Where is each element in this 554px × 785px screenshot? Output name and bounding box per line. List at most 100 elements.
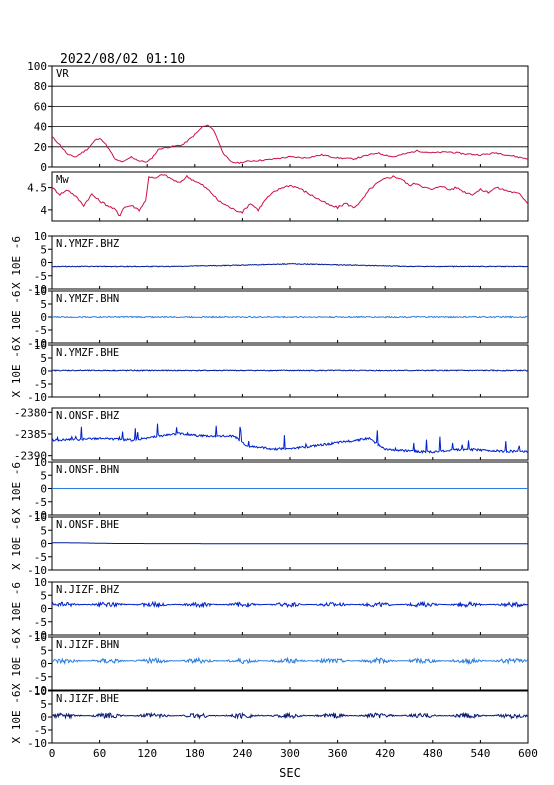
panel-name: N.ONSF.BHZ	[56, 410, 119, 422]
panel-0: 0 20 40 60 80 100 VR	[27, 60, 529, 174]
y-tick-label: 10	[34, 511, 47, 524]
y-tick-label: 5	[40, 352, 47, 365]
panel-frame	[51, 581, 529, 636]
y-axis-label: X 10E -6	[10, 637, 23, 690]
y-tick-label: 40	[34, 121, 47, 134]
x-tick-label: 600	[518, 747, 538, 760]
y-tick-label: 0	[40, 161, 47, 174]
y-tick-label: 60	[34, 100, 47, 113]
y-tick-label: -5	[34, 551, 47, 564]
y-tick-label: 0	[40, 711, 47, 724]
y-tick-label: 0	[40, 603, 47, 616]
y-tick-label: 10	[34, 456, 47, 469]
y-tick-label: 4.5	[27, 182, 47, 195]
series-line	[51, 711, 529, 720]
timestamp-title: 2022/08/02 01:10	[60, 52, 185, 67]
y-tick-label: 0	[40, 538, 47, 551]
panel-name: N.JIZF.BHE	[56, 693, 119, 705]
series-line	[51, 124, 529, 165]
series-line	[51, 262, 529, 268]
panel-name: N.JIZF.BHZ	[56, 584, 119, 596]
x-tick-label: 60	[93, 747, 106, 760]
y-tick-label: 0	[40, 311, 47, 324]
y-tick-label: 10	[34, 339, 47, 352]
x-tick-label: 0	[49, 747, 56, 760]
panel-frame	[51, 407, 529, 461]
y-tick-label: 5	[40, 469, 47, 482]
y-tick-label: -5	[34, 324, 47, 337]
x-tick-label: 420	[375, 747, 395, 760]
series-line	[51, 600, 529, 609]
y-tick-label: -10	[27, 283, 47, 296]
y-tick-label: 10	[34, 285, 47, 298]
y-tick-label: -10	[27, 737, 47, 750]
panel-name: N.ONSF.BHE	[56, 519, 119, 531]
panel-name: N.YMZF.BHZ	[56, 238, 119, 250]
y-tick-label: 5	[40, 589, 47, 602]
series-line	[51, 315, 529, 319]
y-tick-label: -5	[34, 496, 47, 509]
y-tick-label: 5	[40, 644, 47, 657]
panel-name: N.JIZF.BHN	[56, 639, 119, 651]
y-tick-label: 100	[27, 60, 47, 73]
y-tick-label: 10	[34, 631, 47, 644]
y-tick-label: -10	[27, 629, 47, 642]
panel-name: N.YMZF.BHN	[56, 293, 119, 305]
panel-1: 4 4.5 Mw	[27, 171, 529, 222]
y-tick-label: -5	[34, 270, 47, 283]
series-line	[51, 656, 529, 666]
x-tick-label: 120	[137, 747, 157, 760]
y-axis-label: X 10E -6	[10, 462, 23, 515]
y-axis-label: X 10E -6	[10, 345, 23, 398]
panel-name: Mw	[56, 174, 69, 186]
y-tick-label: 10	[34, 685, 47, 698]
y-tick-label: -10	[27, 564, 47, 577]
y-tick-label: -5	[34, 671, 47, 684]
x-tick-label: 300	[280, 747, 300, 760]
y-tick-label: 5	[40, 243, 47, 256]
x-tick-label: 360	[328, 747, 348, 760]
series-line	[51, 174, 529, 217]
x-tick-label: 180	[185, 747, 205, 760]
y-axis-label: X 10E -6	[10, 582, 23, 635]
y-tick-label: -10	[27, 337, 47, 350]
y-tick-label: -2390	[14, 450, 47, 463]
panel-frame	[51, 636, 529, 691]
y-tick-label: -10	[27, 684, 47, 697]
y-tick-label: 20	[34, 141, 47, 154]
y-axis-label: X 10E -6	[10, 691, 23, 744]
series-line	[51, 423, 529, 454]
panel-name: N.ONSF.BHN	[56, 464, 119, 476]
panel-name: VR	[56, 68, 69, 80]
y-tick-label: -2385	[14, 428, 47, 441]
y-tick-label: 5	[40, 698, 47, 711]
y-tick-label: 0	[40, 257, 47, 270]
y-tick-label: 0	[40, 483, 47, 496]
y-tick-label: -5	[34, 616, 47, 629]
x-tick-label: 240	[232, 747, 252, 760]
y-tick-label: 4	[40, 204, 47, 217]
panel-frame	[51, 171, 529, 222]
x-axis-label: SEC	[279, 766, 301, 780]
y-tick-label: -2380	[14, 406, 47, 419]
y-tick-label: 5	[40, 524, 47, 537]
y-axis-label: X 10E -6	[10, 291, 23, 344]
y-tick-label: -10	[27, 391, 47, 404]
y-tick-label: 10	[34, 230, 47, 243]
x-tick-label: 540	[470, 747, 490, 760]
panel-frame	[51, 235, 529, 290]
x-tick-label: 480	[423, 747, 443, 760]
series-line	[52, 542, 528, 545]
y-tick-label: 5	[40, 298, 47, 311]
y-tick-label: 10	[34, 576, 47, 589]
panel-5: -2390 -2385 -2380 N.ONSF.BHZ	[14, 406, 529, 463]
